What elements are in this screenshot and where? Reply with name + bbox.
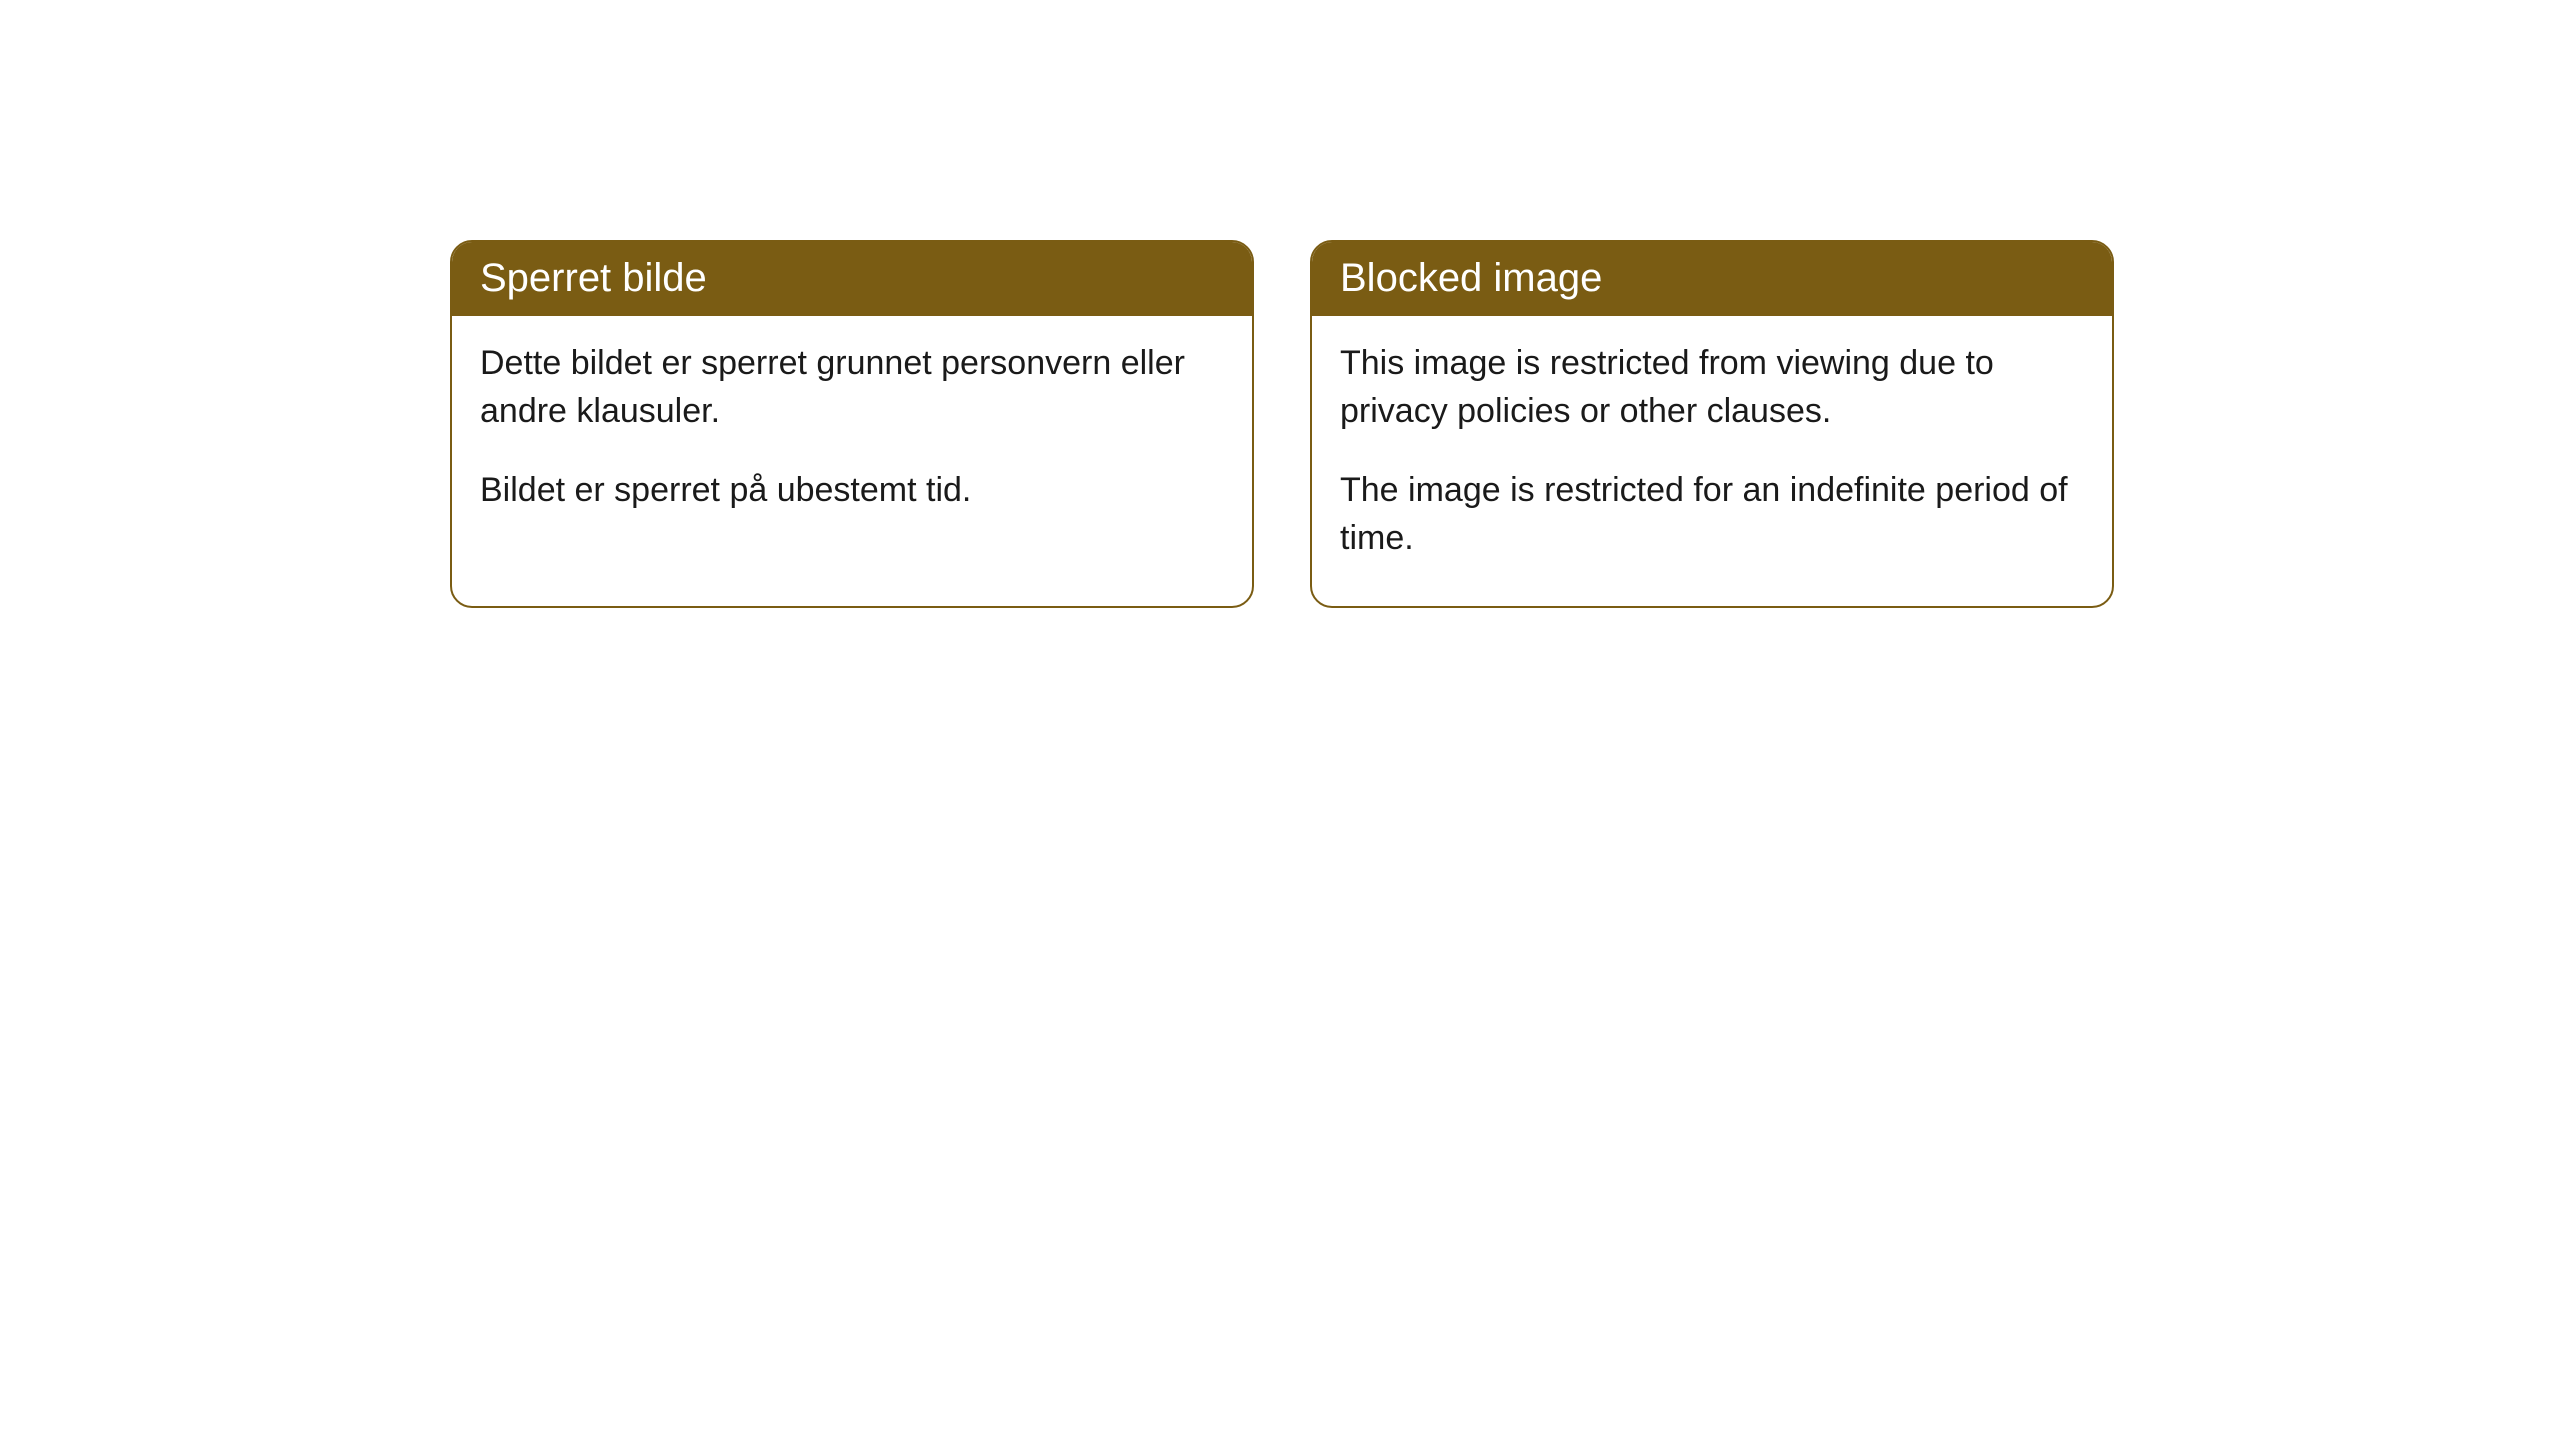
card-header-no: Sperret bilde bbox=[452, 242, 1252, 316]
card-paragraph: Bildet er sperret på ubestemt tid. bbox=[480, 467, 1224, 515]
card-body-en: This image is restricted from viewing du… bbox=[1312, 316, 2112, 606]
card-paragraph: The image is restricted for an indefinit… bbox=[1340, 467, 2084, 562]
card-header-en: Blocked image bbox=[1312, 242, 2112, 316]
notice-cards-container: Sperret bilde Dette bildet er sperret gr… bbox=[450, 240, 2560, 608]
card-paragraph: Dette bildet er sperret grunnet personve… bbox=[480, 340, 1224, 435]
card-paragraph: This image is restricted from viewing du… bbox=[1340, 340, 2084, 435]
blocked-image-card-no: Sperret bilde Dette bildet er sperret gr… bbox=[450, 240, 1254, 608]
card-body-no: Dette bildet er sperret grunnet personve… bbox=[452, 316, 1252, 559]
blocked-image-card-en: Blocked image This image is restricted f… bbox=[1310, 240, 2114, 608]
